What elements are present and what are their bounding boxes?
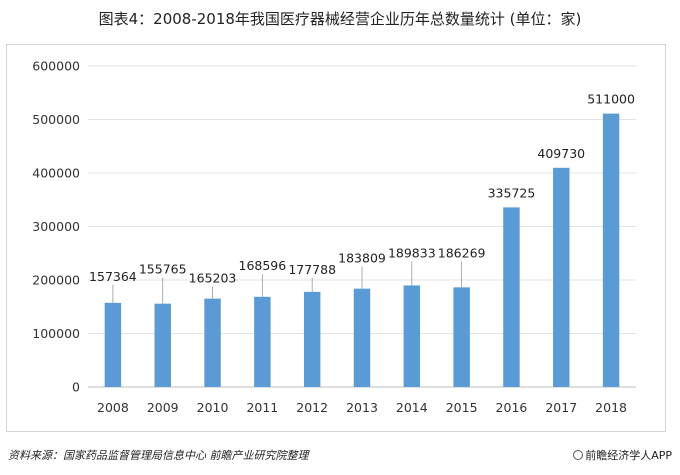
bar-chart: 0 100000 200000 300000 400000 500000 600000 15… [32, 59, 636, 415]
chart-title: 图表4：2008-2018年我国医疗器械经营企业历年总数量统计 (单位：家) [98, 10, 582, 28]
y-tick-label: 400000 [32, 166, 80, 181]
bar-2011 [254, 296, 271, 387]
brand-credit: 前瞻经济学人APP [573, 447, 672, 463]
x-axis: 2008 2009 2010 2011 2012 2013 2014 2015 2016 2017… [97, 400, 627, 415]
bar-2016 [503, 207, 520, 387]
bar-2008 [104, 302, 122, 387]
data-label: 183809 [338, 251, 386, 266]
x-tick-label: 2015 [446, 400, 478, 415]
brand-name: 前瞻经济学人APP [585, 449, 672, 462]
bars [104, 113, 620, 388]
bar-2009 [154, 303, 171, 387]
data-label: 335725 [488, 185, 536, 200]
x-tick-label: 2013 [346, 400, 378, 415]
chart-frame [6, 44, 666, 432]
x-tick-label: 2008 [97, 400, 129, 415]
y-tick-label: 200000 [32, 273, 80, 288]
bar-2017 [553, 167, 570, 387]
data-label: 189833 [388, 245, 436, 260]
y-tick-label: 600000 [32, 59, 80, 74]
y-tick-label: 100000 [32, 326, 80, 341]
data-label: 177788 [288, 262, 336, 277]
x-tick-label: 2014 [396, 400, 428, 415]
bar-2018 [602, 113, 620, 388]
x-tick-label: 2018 [595, 400, 627, 415]
source-note: 资料来源：国家药品监督管理局信息中心 前瞻产业研究院整理 [8, 449, 309, 462]
x-tick-label: 2012 [296, 400, 328, 415]
data-label: 186269 [438, 245, 486, 260]
y-tick-label: 0 [72, 380, 80, 395]
x-tick-label: 2011 [246, 400, 278, 415]
data-label: 155765 [139, 262, 187, 277]
bar-2015 [453, 287, 470, 387]
data-label: 409730 [537, 146, 585, 161]
x-tick-label: 2009 [147, 400, 179, 415]
data-label: 168596 [239, 258, 287, 273]
data-label: 157364 [89, 269, 137, 284]
bar-2013 [353, 288, 371, 387]
bar-2010 [204, 298, 221, 387]
y-axis: 0 100000 200000 300000 400000 500000 600000 [32, 59, 80, 395]
bar-2012 [303, 291, 321, 387]
data-label: 511000 [587, 92, 635, 107]
y-tick-label: 300000 [32, 219, 80, 234]
x-tick-label: 2017 [545, 400, 577, 415]
bar-2014 [403, 285, 421, 387]
data-label: 165203 [189, 271, 237, 286]
brand-logo-icon [573, 450, 584, 460]
x-tick-label: 2010 [197, 400, 229, 415]
x-tick-label: 2016 [496, 400, 528, 415]
y-tick-label: 500000 [32, 112, 80, 127]
